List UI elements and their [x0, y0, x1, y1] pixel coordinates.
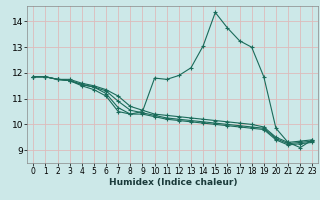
X-axis label: Humidex (Indice chaleur): Humidex (Indice chaleur) [108, 178, 237, 187]
